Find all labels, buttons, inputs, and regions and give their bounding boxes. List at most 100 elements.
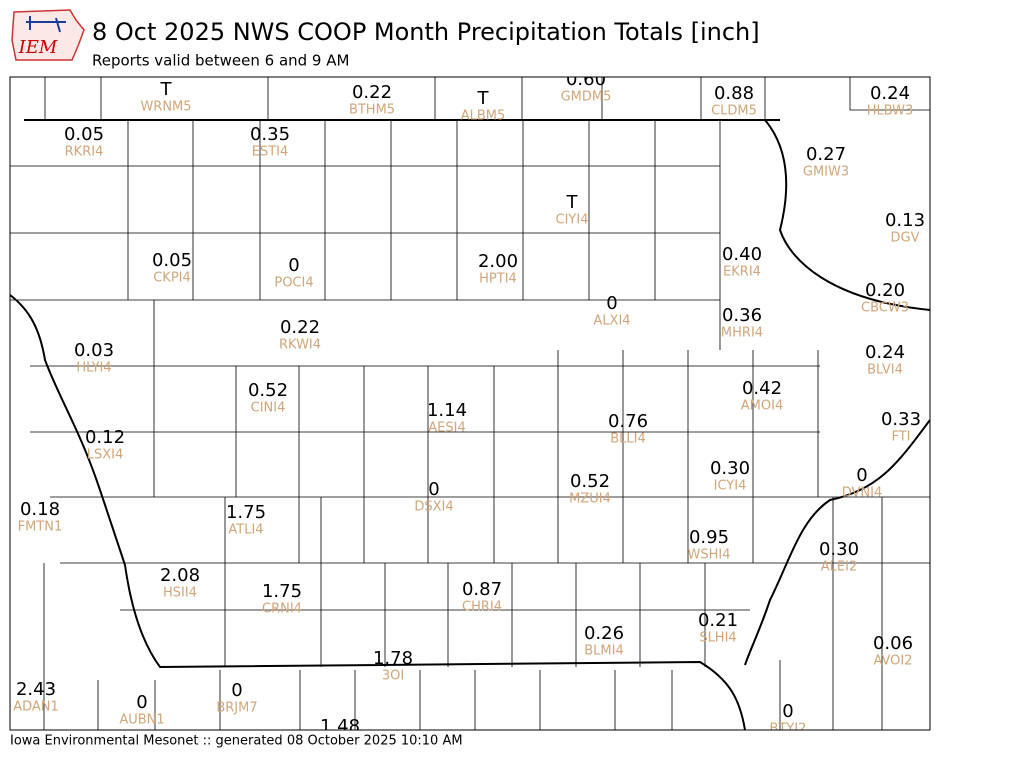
county-lines — [10, 77, 930, 730]
station-value: 0 — [606, 293, 617, 314]
station-value: 0.24 — [870, 83, 910, 104]
station-value: T — [160, 79, 173, 100]
station-value: T — [477, 88, 490, 109]
station-id: HPTI4 — [479, 272, 517, 287]
station-value: 0.12 — [85, 427, 125, 448]
station-id: MZUI4 — [569, 492, 611, 507]
station-id: CLDM5 — [711, 104, 757, 119]
station-id: FMTN1 — [18, 520, 63, 535]
station-value: 0.52 — [570, 471, 610, 492]
subtitle: Reports valid between 6 and 9 AM — [92, 52, 349, 70]
station-value: 0.26 — [584, 623, 624, 644]
station-value: 0.20 — [865, 280, 905, 301]
station-value: 0.27 — [806, 144, 846, 165]
station-id: GMDM5 — [561, 90, 612, 105]
station-value: 0 — [288, 255, 299, 276]
station-id: AMOI4 — [741, 399, 783, 414]
station-id: ALEI2 — [821, 560, 857, 575]
map-frame — [9, 76, 931, 731]
station-id: ESTI4 — [252, 145, 289, 160]
station-id: RKRI4 — [65, 145, 104, 160]
station-value: 0.05 — [152, 250, 192, 271]
station-id: BLMI4 — [584, 644, 623, 659]
station-value: 0.03 — [74, 340, 114, 361]
station-value: 0 — [231, 680, 242, 701]
station-id: AESI4 — [428, 421, 465, 436]
station-value: T — [566, 192, 579, 213]
station-value: 0.35 — [250, 124, 290, 145]
station-id: WRNM5 — [140, 100, 191, 115]
station-id: EKRI4 — [723, 265, 761, 280]
footer: Iowa Environmental Mesonet :: generated … — [10, 734, 463, 749]
station-id: WSHI4 — [688, 548, 731, 563]
station-id: DGV — [891, 231, 920, 246]
station-id: BLLI4 — [610, 432, 646, 447]
station-value: 2.08 — [160, 565, 200, 586]
station-id: AVOI2 — [873, 654, 912, 669]
station-value: 0.42 — [742, 378, 782, 399]
station-value: 0.22 — [352, 82, 392, 103]
station-id: CRNI4 — [262, 602, 302, 617]
station-value: 1.14 — [427, 400, 467, 421]
station-id: HLYI4 — [76, 361, 111, 376]
station-id: ALXI4 — [593, 314, 630, 329]
station-id: ALBM5 — [461, 109, 506, 124]
station-id: BTHM5 — [349, 103, 395, 118]
station-value: 0.87 — [462, 579, 502, 600]
station-value: 0 — [136, 692, 147, 713]
station-id: LSXI4 — [87, 448, 124, 463]
station-id: ATLI4 — [228, 523, 263, 538]
station-value: 0.21 — [698, 610, 738, 631]
station-id: ICYI4 — [714, 479, 747, 494]
station-value: 1.78 — [373, 648, 413, 669]
station-value: 1.48 — [320, 716, 360, 737]
station-id: HLBW3 — [867, 104, 914, 119]
station-value: 0.60 — [566, 69, 606, 90]
station-value: 2.43 — [16, 679, 56, 700]
station-id: CHRI4 — [462, 600, 502, 615]
logo-text: IEM — [18, 37, 58, 58]
station-value: 0.33 — [881, 409, 921, 430]
station-value: 0.88 — [714, 83, 754, 104]
station-id: DSXI4 — [414, 500, 453, 515]
station-value: 0.24 — [865, 342, 905, 363]
station-value: 2.00 — [478, 251, 518, 272]
station-id: BLVI4 — [867, 363, 903, 378]
station-id: DVNI4 — [842, 486, 883, 501]
station-id: CINI4 — [251, 401, 286, 416]
station-value: 0.30 — [710, 458, 750, 479]
station-value: 0.30 — [819, 539, 859, 560]
station-id: HSII4 — [163, 586, 197, 601]
station-value: 0.40 — [722, 244, 762, 265]
station-value: 1.75 — [226, 502, 266, 523]
station-value: 0.18 — [20, 499, 60, 520]
station-id: CKPI4 — [153, 271, 191, 286]
logo: IEM — [11, 9, 85, 61]
station-value: 0.52 — [248, 380, 288, 401]
map — [10, 77, 930, 730]
station-id: CIYI4 — [556, 213, 589, 228]
title: 8 Oct 2025 NWS COOP Month Precipitation … — [92, 18, 760, 46]
station-id: FTI — [891, 430, 910, 445]
station-value: 0 — [428, 479, 439, 500]
station-id: MHRI4 — [721, 326, 763, 341]
station-value: 0.76 — [608, 411, 648, 432]
station-value: 0 — [856, 465, 867, 486]
station-value: 0 — [782, 701, 793, 722]
station-id: BTYI2 — [770, 722, 807, 737]
station-value: 0.22 — [280, 317, 320, 338]
station-id: SLHI4 — [699, 631, 736, 646]
station-value: 0.05 — [64, 124, 104, 145]
station-id: BRJM7 — [216, 701, 257, 716]
station-id: RKWI4 — [279, 338, 321, 353]
station-value: 1.75 — [262, 581, 302, 602]
station-id: 3OI — [382, 669, 404, 684]
station-id: GMIW3 — [803, 165, 849, 180]
station-value: 0.36 — [722, 305, 762, 326]
station-id: POCI4 — [274, 276, 313, 291]
station-id: ADAN1 — [13, 700, 59, 715]
station-value: 0.13 — [885, 210, 925, 231]
